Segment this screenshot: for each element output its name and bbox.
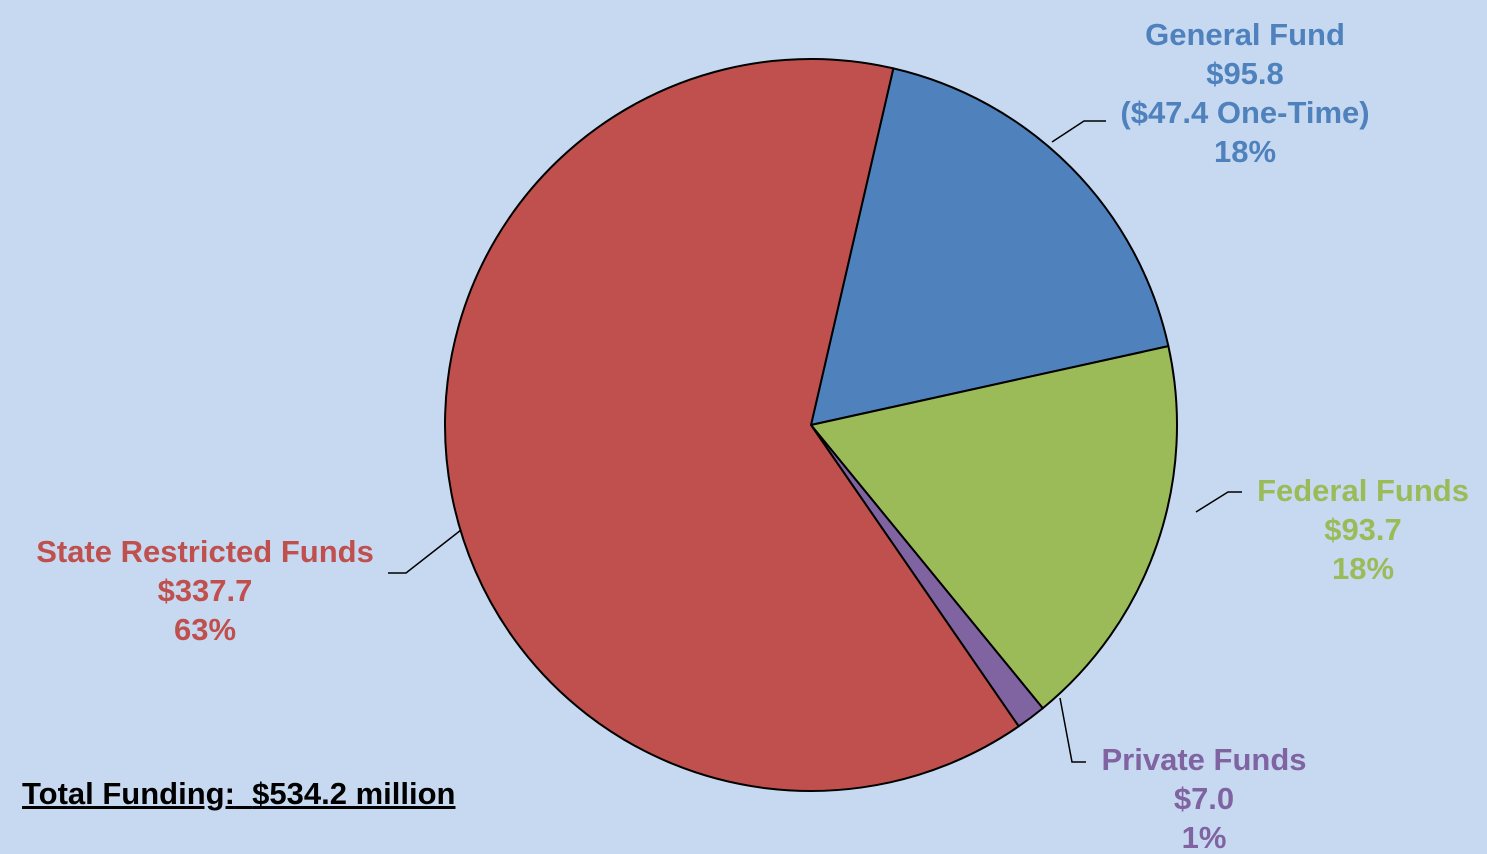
leader-line-state-restricted-funds: [388, 529, 462, 574]
leader-lines: [388, 120, 1242, 763]
leader-line-federal-funds: [1195, 491, 1242, 513]
slice-label-state-restricted-funds: State Restricted Funds $337.7 63%: [36, 534, 374, 647]
slice-value-private-funds: $7.0: [1174, 781, 1234, 816]
slice-percent-federal-funds: 18%: [1332, 551, 1394, 586]
pie-slice-state-restricted-funds: [444, 58, 1020, 792]
leader-line-private-funds: [1059, 697, 1086, 763]
pie-slice-federal-funds: [810, 345, 1178, 710]
slice-label-general-fund: General Fund $95.8 ($47.4 One-Time) 18%: [1120, 17, 1369, 169]
total-funding-label: Total Funding:: [22, 776, 235, 811]
total-funding-value: $534.2 million: [252, 776, 456, 811]
slice-name-private-funds: Private Funds: [1102, 742, 1307, 777]
slice-label-private-funds: Private Funds $7.0 1%: [1102, 742, 1307, 849]
slice-note-general-fund: ($47.4 One-Time): [1120, 95, 1369, 130]
leader-line-general-fund: [1051, 120, 1106, 143]
slice-value-federal-funds: $93.7: [1324, 512, 1402, 547]
slice-value-general-fund: $95.8: [1206, 56, 1284, 91]
slice-percent-general-fund: 18%: [1214, 134, 1276, 169]
total-funding-note: Total Funding: $534.2 million: [22, 776, 455, 812]
slice-value-state-restricted-funds: $337.7: [158, 573, 253, 608]
slice-labels: General Fund $95.8 ($47.4 One-Time) 18%Fede…: [36, 17, 1469, 854]
slice-name-general-fund: General Fund: [1145, 17, 1345, 52]
pie-slice-general-fund: [810, 67, 1170, 426]
slice-percent-state-restricted-funds: 63%: [174, 612, 236, 647]
slice-name-state-restricted-funds: State Restricted Funds: [36, 534, 374, 569]
slice-label-federal-funds: Federal Funds $93.7 18%: [1257, 473, 1469, 586]
slice-percent-private-funds: 1%: [1182, 820, 1227, 849]
slice-name-federal-funds: Federal Funds: [1257, 473, 1469, 508]
pie-slices: [444, 58, 1178, 792]
